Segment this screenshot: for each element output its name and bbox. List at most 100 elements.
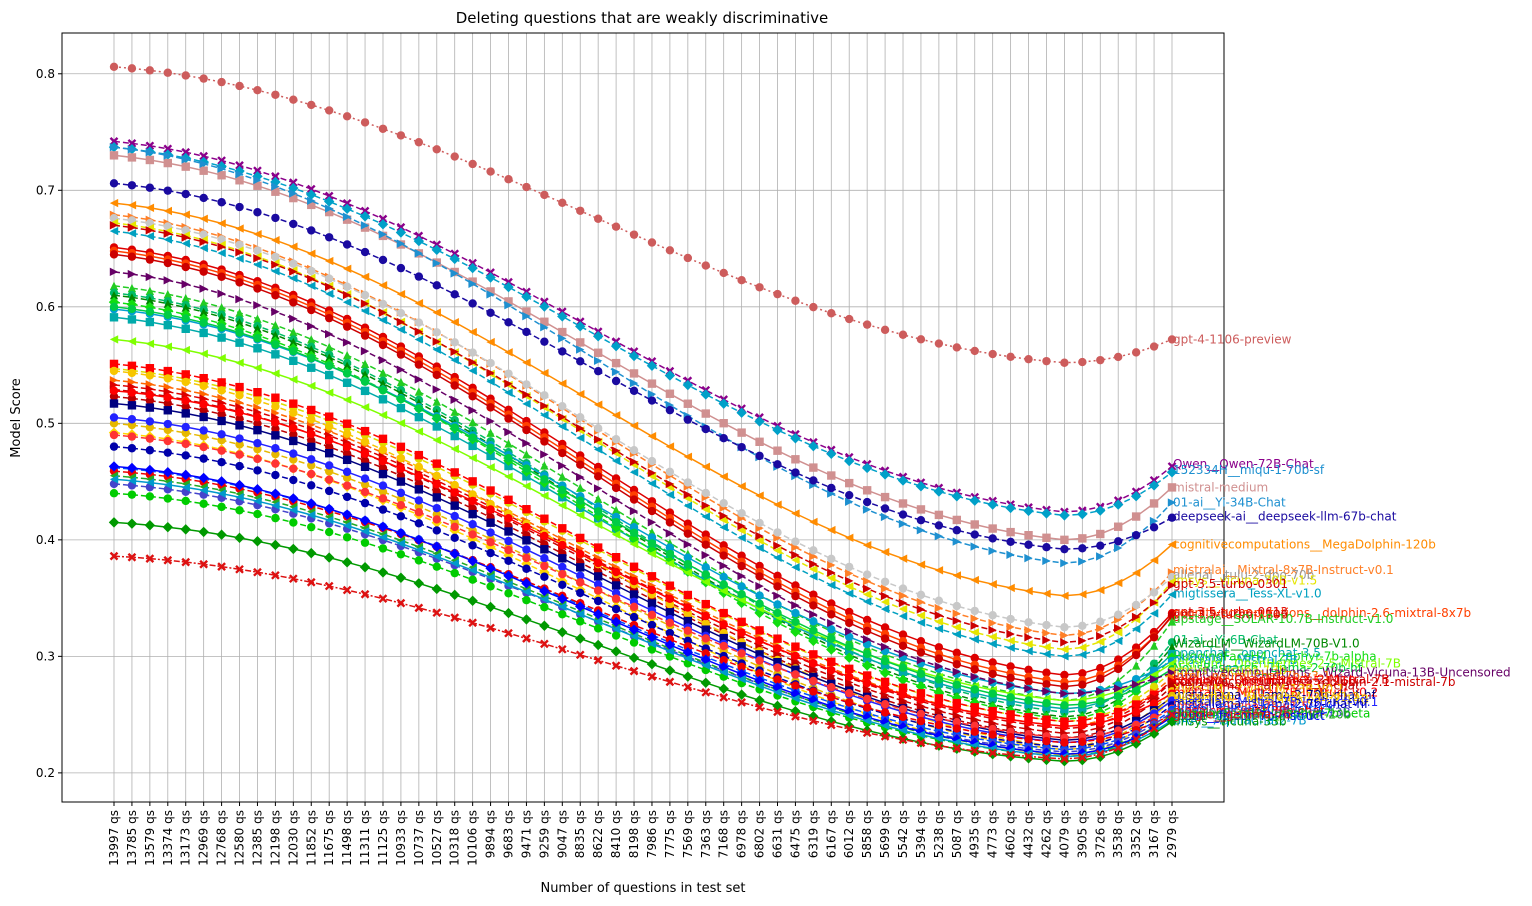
data-point — [396, 418, 406, 428]
data-point — [1078, 737, 1087, 747]
data-point — [504, 527, 513, 536]
data-point — [253, 284, 262, 293]
data-point — [145, 317, 155, 327]
data-point — [1131, 512, 1141, 521]
data-point — [1006, 622, 1015, 632]
data-point — [1078, 557, 1087, 566]
data-point — [826, 720, 836, 730]
data-point — [647, 620, 657, 630]
data-point — [396, 464, 406, 473]
data-point — [773, 571, 782, 581]
data-point — [880, 661, 890, 670]
data-point — [432, 308, 441, 317]
data-point — [324, 361, 334, 370]
data-point — [450, 318, 459, 327]
data-point — [181, 239, 190, 248]
data-point — [827, 581, 836, 590]
data-point — [1042, 680, 1051, 689]
data-point — [647, 672, 657, 681]
data-point — [468, 453, 477, 463]
data-point — [1006, 662, 1015, 671]
data-point — [235, 328, 244, 337]
data-point — [1006, 537, 1015, 547]
data-point — [217, 164, 226, 173]
data-point — [897, 674, 909, 686]
data-point — [773, 688, 782, 697]
data-point — [360, 589, 370, 599]
data-point — [952, 571, 962, 580]
data-point — [468, 520, 477, 529]
series-line — [108, 141, 1178, 521]
data-point — [307, 274, 316, 284]
data-point — [522, 505, 531, 514]
data-point — [934, 603, 944, 613]
data-point — [575, 633, 586, 644]
data-point — [970, 606, 979, 616]
data-point — [199, 559, 209, 569]
data-point — [145, 66, 155, 75]
chart-title: Deleting questions that are weakly discr… — [456, 9, 829, 27]
data-point — [898, 591, 908, 600]
data-point — [181, 557, 191, 567]
data-point — [1096, 687, 1105, 696]
data-point — [235, 564, 244, 574]
data-point — [683, 478, 693, 487]
data-point — [145, 434, 155, 443]
data-point — [773, 675, 782, 684]
data-point — [306, 189, 317, 200]
data-point — [181, 314, 190, 323]
data-point — [468, 277, 477, 286]
data-point — [862, 678, 872, 688]
data-point — [719, 515, 728, 525]
data-point — [199, 486, 208, 495]
data-point — [790, 626, 801, 638]
data-point — [217, 333, 226, 342]
data-point — [127, 269, 137, 279]
data-point — [1024, 540, 1033, 549]
data-point — [558, 562, 567, 572]
data-point — [1096, 617, 1105, 626]
data-point — [360, 474, 370, 483]
data-point — [1023, 753, 1034, 764]
data-point — [360, 480, 370, 489]
data-point — [592, 511, 604, 522]
data-point — [593, 596, 603, 606]
data-point — [414, 508, 424, 517]
data-point — [127, 490, 137, 499]
data-point — [970, 672, 979, 681]
x-axis-label: Number of questions in test set — [540, 881, 745, 896]
data-point — [450, 568, 459, 578]
data-point — [217, 403, 226, 413]
data-point — [934, 617, 944, 626]
data-point — [235, 450, 244, 459]
data-point — [755, 561, 764, 571]
data-point — [359, 211, 371, 222]
data-point — [1060, 738, 1069, 747]
data-point — [611, 456, 621, 466]
data-point — [737, 582, 746, 591]
data-point — [468, 541, 477, 550]
data-point — [951, 734, 963, 745]
data-point — [558, 412, 567, 422]
series-line — [109, 250, 1177, 691]
data-point — [145, 232, 155, 241]
data-point — [450, 290, 459, 299]
data-point — [253, 439, 262, 448]
data-point — [1006, 527, 1015, 537]
data-point — [988, 639, 997, 649]
data-point — [145, 307, 155, 316]
data-point — [378, 340, 388, 350]
data-point — [1166, 716, 1178, 727]
data-point — [486, 403, 495, 412]
data-point — [271, 260, 280, 269]
data-point — [719, 433, 728, 443]
data-point — [181, 496, 190, 506]
data-point — [289, 189, 298, 198]
data-point — [862, 590, 872, 599]
data-point — [342, 467, 352, 477]
data-point — [593, 484, 603, 493]
data-point — [288, 574, 298, 584]
data-point — [271, 424, 280, 434]
data-point — [880, 584, 890, 593]
data-point — [719, 561, 728, 570]
